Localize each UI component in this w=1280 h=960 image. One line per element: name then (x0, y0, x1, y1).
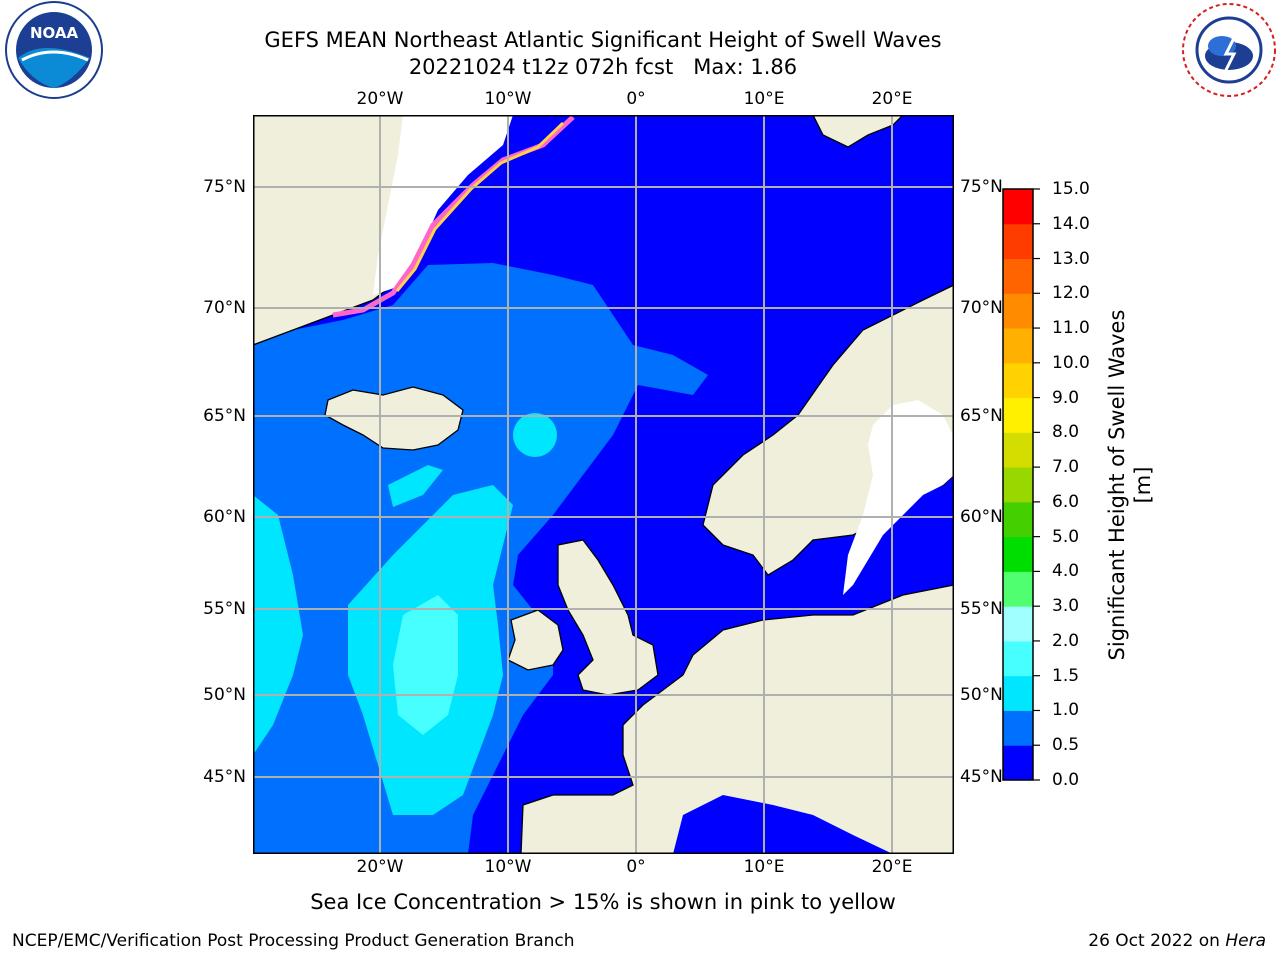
sea-ice-free-zone (373, 115, 513, 295)
colorbar-tick-label: 2.0 (1052, 630, 1080, 651)
colorbar-tick-label: 11.0 (1052, 318, 1090, 339)
land-iceland (324, 386, 464, 451)
baltic-sea-white (843, 400, 954, 595)
lat-label-right-55n: 55°N (960, 599, 1003, 619)
lon-label-bottom-20w: 20°W (356, 857, 404, 877)
date-text: 26 Oct 2022 on (1088, 931, 1220, 951)
lat-label-right-60n: 60°N (960, 507, 1003, 527)
colorbar-segment (1003, 189, 1033, 225)
colorbar-segment (1003, 293, 1033, 329)
lat-label-left-75n: 75°N (203, 177, 246, 197)
colorbar-tick-label: 6.0 (1052, 491, 1080, 512)
colorbar-tick-label: 12.0 (1052, 283, 1090, 304)
colorbar-tick-label: 10.0 (1052, 352, 1090, 373)
lat-label-left-60n: 60°N (203, 507, 246, 527)
swell-region-high-west (253, 495, 303, 755)
swell-region-high-iceland (513, 413, 557, 457)
lat-label-left-50n: 50°N (203, 685, 246, 705)
lon-label-bottom-0: 0° (626, 857, 646, 877)
colorbar-segment (1003, 258, 1033, 294)
graticule (253, 115, 954, 854)
colorbar-segment (1003, 640, 1033, 677)
sea-ice-note: Sea Ice Concentration > 15% is shown in … (310, 890, 896, 914)
mediterranean-sea (673, 795, 893, 854)
lon-label-top-10w: 10°W (484, 89, 532, 109)
colorbar-segment (1003, 467, 1033, 503)
lon-label-bottom-20e: 20°E (871, 857, 913, 877)
lon-label-top-10e: 10°E (743, 89, 785, 109)
sea-ice-edge-yellow (395, 121, 565, 292)
colorbar-tick-label: 1.5 (1052, 665, 1080, 686)
lon-label-top-0: 0° (626, 89, 646, 109)
colorbar-segment (1003, 571, 1033, 607)
lat-label-left-70n: 70°N (203, 298, 246, 318)
colorbar-tick-label: 0.5 (1052, 735, 1080, 756)
colorbar-tick-label: 13.0 (1052, 248, 1090, 269)
colorbar-tick-label: 7.0 (1052, 457, 1080, 478)
title-line-1: GEFS MEAN Northeast Atlantic Significant… (264, 28, 942, 52)
colorbar-segment (1003, 710, 1033, 746)
land-ireland (507, 609, 564, 671)
date-stamp: 26 Oct 2022 on Hera (1088, 931, 1266, 951)
lat-label-left-55n: 55°N (203, 599, 246, 619)
land-svalbard (812, 115, 904, 148)
nws-logo (1182, 3, 1276, 97)
lat-label-right-75n: 75°N (960, 177, 1003, 197)
colorbar-tick-label: 0.0 (1052, 770, 1080, 790)
lat-label-right-50n: 50°N (960, 685, 1003, 705)
credit-text: NCEP/EMC/Verification Post Processing Pr… (12, 931, 575, 951)
title-line-2: 20221024 t12z 072h fcst Max: 1.86 (408, 55, 798, 79)
colorbar-segment (1003, 536, 1033, 572)
colorbar-segment (1003, 745, 1033, 781)
host-name: Hera (1225, 931, 1266, 951)
colorbar-segment (1003, 362, 1033, 399)
swell-region-high-faroe (388, 465, 443, 507)
land-great-britain (557, 539, 659, 696)
colorbar-segment (1003, 223, 1033, 260)
lat-label-right-65n: 65°N (960, 406, 1003, 426)
colorbar-segment (1003, 432, 1033, 468)
colorbar-tick-label: 3.0 (1052, 596, 1080, 617)
swell-height-map (253, 115, 954, 854)
lon-label-bottom-10w: 10°W (484, 857, 532, 877)
lon-label-bottom-10e: 10°E (743, 857, 785, 877)
land-continental-europe (520, 584, 954, 854)
colorbar-tick-label: 1.0 (1052, 700, 1080, 721)
colorbar (1002, 188, 1040, 781)
lat-label-right-45n: 45°N (960, 767, 1003, 787)
noaa-logo: NOAA (5, 1, 103, 99)
colorbar-segment (1003, 675, 1033, 711)
colorbar-title: Significant Height of Swell Waves [m] (1105, 309, 1155, 661)
lon-label-top-20e: 20°E (871, 89, 913, 109)
colorbar-segment (1003, 606, 1033, 642)
colorbar-tick-label: 4.0 (1052, 561, 1080, 582)
colorbar-tick-label: 8.0 (1052, 422, 1080, 443)
lat-label-left-45n: 45°N (203, 767, 246, 787)
colorbar-tick-label: 14.0 (1052, 213, 1090, 234)
colorbar-tick-label: 5.0 (1052, 526, 1080, 547)
lat-label-right-70n: 70°N (960, 298, 1003, 318)
lat-label-left-65n: 65°N (203, 406, 246, 426)
colorbar-segment (1003, 397, 1033, 433)
swell-region-highest (393, 595, 458, 735)
colorbar-frame (1002, 188, 1034, 781)
colorbar-tick-label: 15.0 (1052, 179, 1090, 199)
noaa-logo-text: NOAA (30, 24, 79, 42)
colorbar-segment (1003, 328, 1033, 364)
colorbar-segment (1003, 501, 1033, 538)
lon-label-top-20w: 20°W (356, 89, 404, 109)
colorbar-tick-label: 9.0 (1052, 387, 1080, 408)
